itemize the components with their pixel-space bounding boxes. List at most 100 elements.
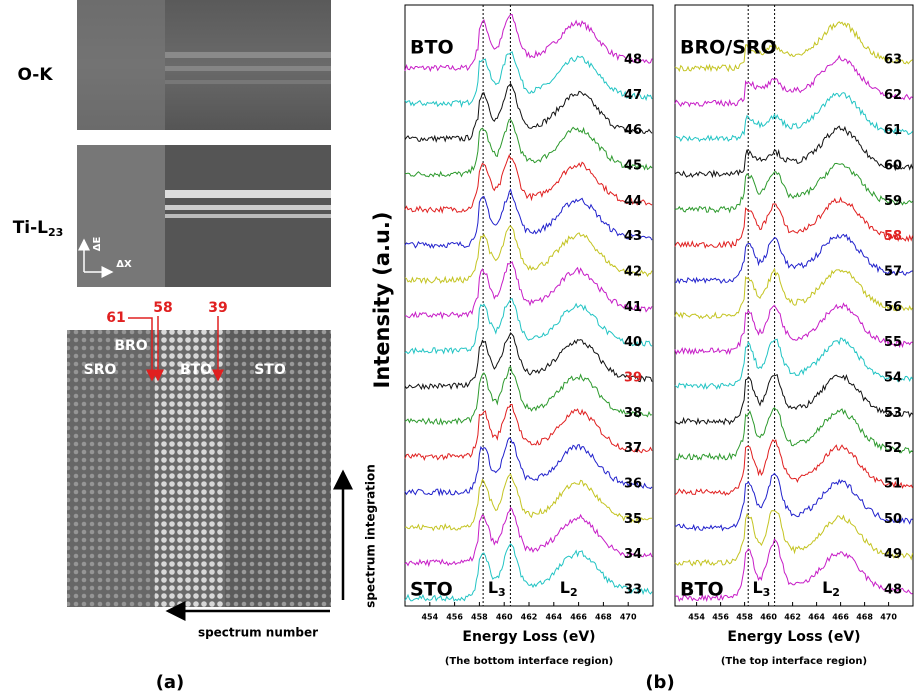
spectrum-label: 63 bbox=[884, 53, 902, 68]
spectrum bbox=[674, 196, 914, 249]
spectrum bbox=[404, 50, 653, 108]
spectrum-label: 56 bbox=[884, 300, 902, 315]
x-tick-label: 454 bbox=[421, 613, 438, 622]
x-tick-label: 460 bbox=[496, 613, 513, 622]
spectrum-label: 49 bbox=[884, 547, 902, 562]
spectrum bbox=[404, 366, 653, 426]
spectrum bbox=[674, 374, 913, 426]
x-tick-label: 470 bbox=[880, 613, 897, 622]
ok-image bbox=[77, 0, 331, 130]
spectrum-label: 35 bbox=[624, 512, 642, 527]
spectrum-label: 36 bbox=[624, 477, 642, 492]
spectrum-label: 42 bbox=[624, 265, 642, 280]
spectrum-label: 43 bbox=[624, 229, 642, 244]
spectrum bbox=[404, 437, 653, 497]
edge-label: L3 bbox=[752, 578, 770, 600]
axis-x: ΔX bbox=[116, 259, 132, 270]
spectrum-label: 57 bbox=[884, 265, 902, 280]
plot-frame bbox=[404, 4, 654, 607]
spectrum-label: 33 bbox=[624, 583, 642, 598]
edge-main: L bbox=[822, 578, 832, 597]
spectrum bbox=[674, 337, 913, 390]
marker-label: 61 bbox=[106, 310, 125, 326]
spectrum bbox=[675, 233, 913, 285]
spectrum-label: 44 bbox=[624, 194, 642, 209]
edge-label: L3 bbox=[488, 578, 506, 600]
spectrum bbox=[404, 225, 653, 285]
spectrum-label: 61 bbox=[884, 123, 902, 138]
x-tick-label: 456 bbox=[712, 613, 729, 622]
spectrum-label: 46 bbox=[624, 123, 642, 138]
x-tick-label: 466 bbox=[570, 613, 587, 622]
region-label: STO bbox=[254, 362, 286, 378]
y-label: Intensity (a.u.) bbox=[370, 211, 394, 388]
spectrum bbox=[404, 13, 653, 73]
spectrum-label: 37 bbox=[624, 441, 642, 456]
spectrum bbox=[674, 92, 913, 143]
spectrum-label: 48 bbox=[624, 53, 642, 68]
spectrum bbox=[404, 297, 653, 355]
edge-sub: 2 bbox=[832, 586, 840, 599]
subtitle: (The top interface region) bbox=[721, 656, 867, 667]
spectrum-label: 38 bbox=[624, 406, 642, 421]
edge-label: L2 bbox=[822, 578, 840, 600]
spectrum-label: 50 bbox=[884, 512, 902, 527]
spectrum-label: 59 bbox=[884, 194, 902, 209]
x-tick-label: 468 bbox=[595, 613, 612, 622]
spectrum-label: 48 bbox=[884, 583, 902, 598]
region-label: BRO bbox=[114, 338, 147, 354]
spectrum-label: 40 bbox=[624, 335, 642, 350]
haadf-image bbox=[67, 330, 331, 607]
x-tick-label: 464 bbox=[545, 613, 562, 622]
ti-label: Ti-L23 bbox=[13, 218, 64, 239]
spectrum bbox=[404, 473, 653, 532]
axis-e: ΔE bbox=[92, 237, 103, 252]
x-tick-label: 460 bbox=[760, 613, 777, 622]
spectrum bbox=[404, 118, 653, 178]
spectrum-label: 58 bbox=[884, 229, 902, 244]
spectrum bbox=[404, 153, 653, 214]
integration-label: spectrum integration bbox=[364, 464, 378, 608]
x-tick-label: 464 bbox=[808, 613, 825, 622]
x-label: Energy Loss (eV) bbox=[727, 629, 860, 645]
spectrum bbox=[674, 125, 914, 179]
spectrum bbox=[674, 538, 913, 603]
spectrum bbox=[674, 510, 914, 567]
region-label: BRO/SRO bbox=[680, 37, 777, 59]
spectrum bbox=[674, 302, 913, 356]
spectrum-label: 51 bbox=[884, 477, 902, 492]
spectrum-label: 55 bbox=[884, 335, 902, 350]
edge-sub: 3 bbox=[498, 586, 506, 599]
spectrum bbox=[404, 332, 653, 391]
spectrum-label: 41 bbox=[624, 300, 642, 315]
plot-frame bbox=[674, 4, 914, 607]
x-tick-label: 458 bbox=[736, 613, 753, 622]
region-label: BTO bbox=[680, 579, 724, 601]
spectrum-label: 60 bbox=[884, 159, 902, 174]
region-label: BTO bbox=[410, 37, 454, 59]
spectrum-label: 53 bbox=[884, 406, 902, 421]
marker-arrows bbox=[128, 316, 224, 382]
caption: (a) bbox=[156, 672, 185, 693]
x-tick-label: 456 bbox=[446, 613, 463, 622]
spectrum bbox=[674, 54, 913, 108]
subtitle: (The bottom interface region) bbox=[445, 656, 613, 667]
edge-main: L bbox=[560, 578, 570, 597]
spectrum-label: 54 bbox=[884, 371, 902, 386]
x-tick-label: 454 bbox=[688, 613, 705, 622]
region-label: SRO bbox=[84, 362, 117, 378]
spectrum-label: 39 bbox=[624, 371, 642, 386]
spectrum bbox=[674, 407, 913, 461]
number-label: spectrum number bbox=[198, 626, 318, 640]
ok-label: O-K bbox=[18, 65, 54, 85]
spectrum bbox=[404, 404, 653, 461]
edge-sub: 2 bbox=[570, 586, 578, 599]
edge-sub: 3 bbox=[763, 586, 771, 599]
edge-label: L2 bbox=[560, 578, 578, 600]
spectrum bbox=[674, 439, 914, 497]
spectrum bbox=[404, 506, 653, 568]
spectrum bbox=[674, 21, 913, 73]
x-tick-label: 470 bbox=[620, 613, 637, 622]
edge-main: L bbox=[488, 578, 498, 597]
